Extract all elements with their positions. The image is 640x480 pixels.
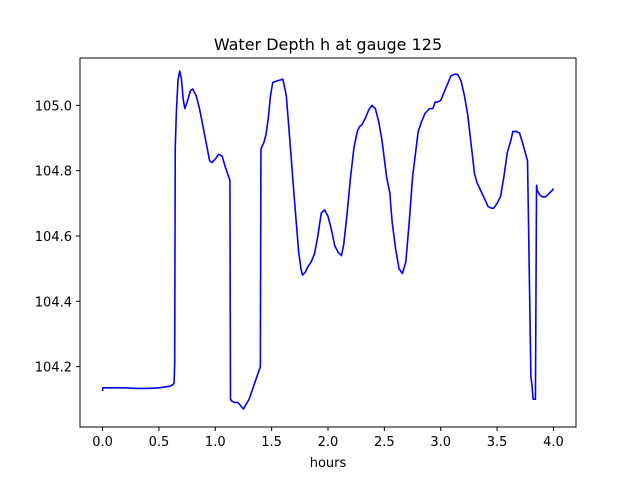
x-tick-label: 3.5 [487,435,508,450]
x-tick-label: 1.5 [261,435,282,450]
x-tick-label: 3.0 [430,435,451,450]
x-tick-label: 2.0 [318,435,339,450]
x-tick-label: 0.5 [149,435,170,450]
series-line [101,70,555,410]
chart-title: Water Depth h at gauge 125 [214,35,442,54]
y-tick-label: 104.6 [35,230,72,245]
x-axis-ticks: 0.0 0.5 1.0 1.5 2.0 2.5 3.0 3.5 4.0 [92,427,564,450]
y-axis-ticks: 104.2 104.4 104.6 104.8 105.0 [35,99,80,376]
x-tick-label: 1.0 [205,435,226,450]
x-axis-label: hours [310,456,347,471]
y-tick-label: 104.2 [35,361,72,376]
x-tick-label: 2.5 [374,435,395,450]
x-tick-label: 4.0 [543,435,564,450]
plot-area [80,58,576,427]
x-tick-label: 0.0 [92,435,113,450]
series-layer [101,70,555,410]
y-tick-label: 104.4 [35,295,72,310]
y-tick-label: 104.8 [35,165,72,180]
y-tick-label: 105.0 [35,99,72,114]
